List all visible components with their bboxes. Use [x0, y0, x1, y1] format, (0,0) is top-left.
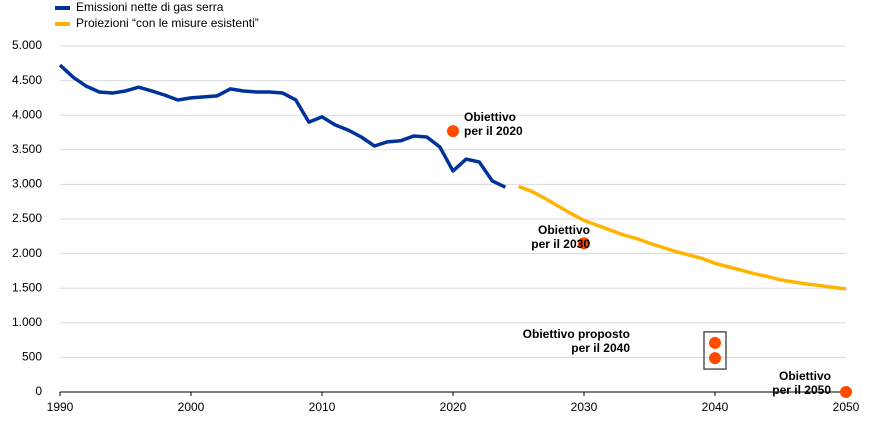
y-tick-label: 4.000	[12, 107, 42, 121]
y-tick-label: 5.000	[12, 38, 42, 52]
annotation: Obiettivo	[538, 223, 590, 237]
x-tick-label: 1990	[47, 400, 74, 414]
target-point	[578, 237, 590, 250]
legend-label: Proiezioni “con le misure esistenti”	[76, 16, 259, 30]
x-tick-label: 2020	[440, 400, 467, 414]
x-tick-label: 2040	[702, 400, 729, 414]
x-tick-label: 2010	[309, 400, 336, 414]
target-point	[840, 386, 852, 398]
series-line	[517, 184, 847, 291]
annotation: Obiettivo proposto	[523, 327, 630, 341]
x-tick-label: 2030	[571, 400, 598, 414]
target-point	[447, 125, 459, 138]
annotation: Obiettivo	[779, 369, 831, 383]
y-tick-label: 3.000	[12, 177, 42, 191]
target-box	[703, 331, 727, 370]
legend-label: Emissioni nette di gas serra	[76, 0, 224, 14]
series-line	[58, 63, 507, 189]
target-point	[709, 336, 721, 349]
y-tick-label: 2.500	[12, 211, 42, 225]
x-tick-label: 2000	[178, 400, 205, 414]
y-tick-label: 1.500	[12, 280, 42, 294]
y-tick-label: 0	[35, 384, 42, 398]
annotation: per il 2030	[531, 237, 590, 251]
annotation: Obiettivo	[464, 110, 516, 124]
y-tick-label: 3.500	[12, 142, 42, 156]
y-tick-label: 500	[22, 350, 42, 364]
y-tick-label: 1.000	[12, 315, 42, 329]
x-tick-label: 2050	[833, 400, 860, 414]
annotation: per il 2020	[464, 124, 523, 138]
annotation: per il 2040	[571, 341, 630, 355]
target-point	[709, 352, 721, 365]
annotation: per il 2050	[772, 383, 831, 397]
y-tick-label: 4.500	[12, 73, 42, 87]
y-tick-label: 2.000	[12, 246, 42, 260]
